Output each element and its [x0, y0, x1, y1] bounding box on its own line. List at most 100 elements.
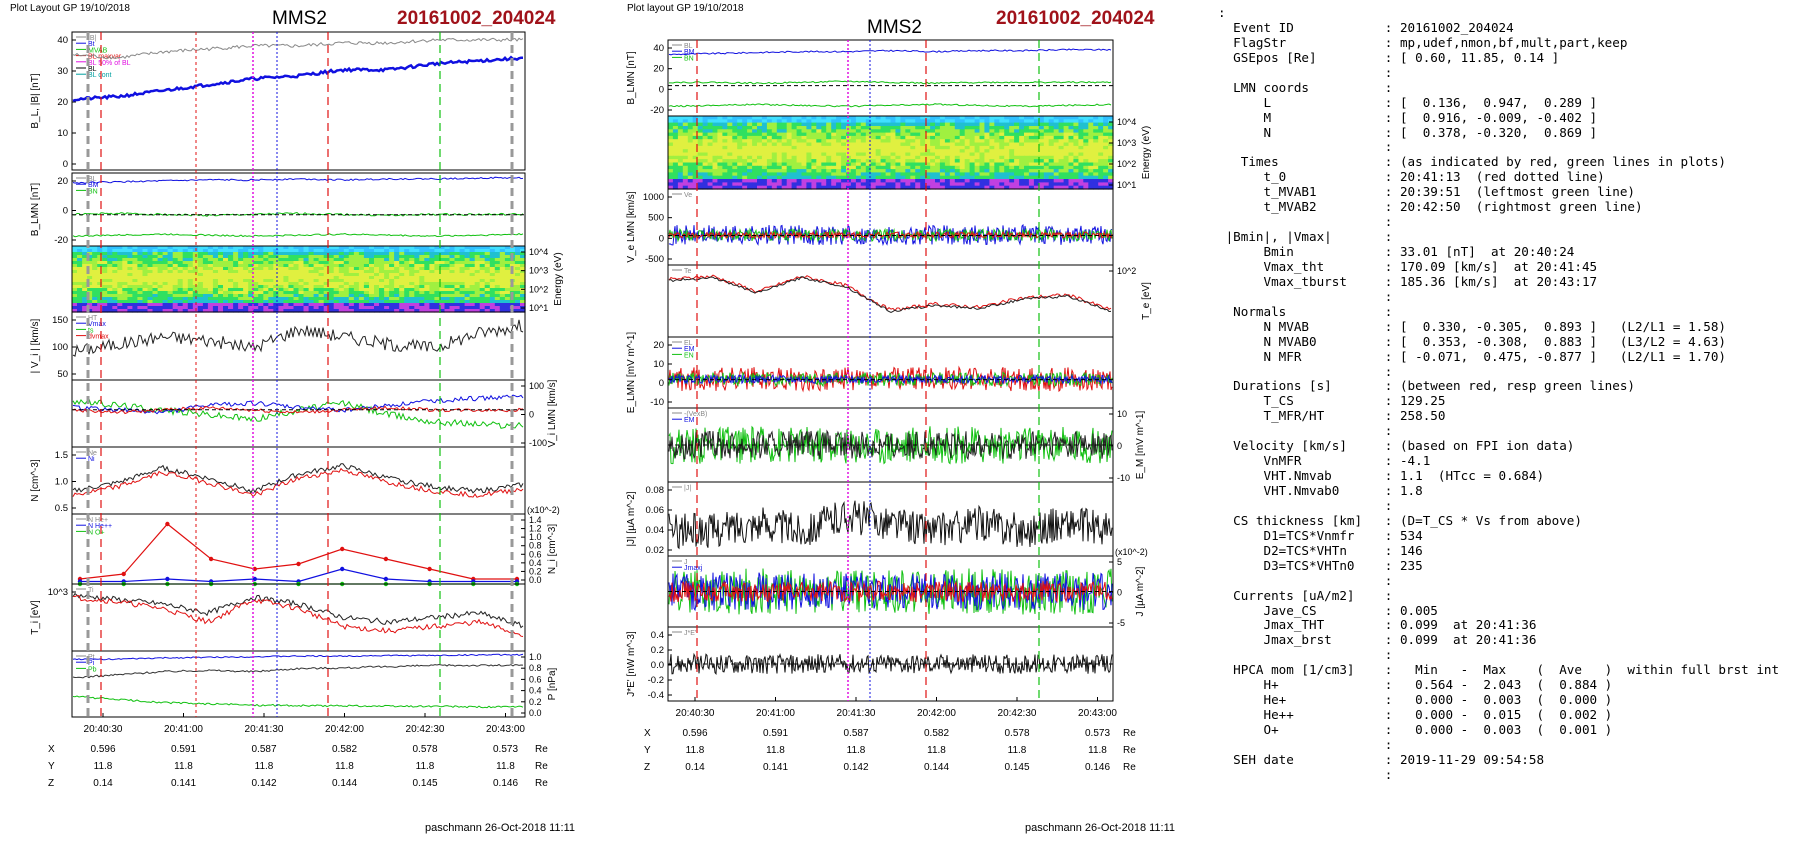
position-value: 0.14 — [93, 778, 113, 789]
spectrogram-cell — [494, 294, 501, 298]
spectrogram-cell — [112, 279, 118, 283]
spectrogram-cell — [1103, 139, 1109, 144]
spectrogram-cell — [939, 126, 946, 130]
spectrogram-cell — [273, 300, 279, 304]
spectrogram-cell — [207, 276, 214, 280]
spectrogram-cell — [343, 303, 350, 307]
data-series-line — [72, 211, 524, 217]
spectrogram-cell — [930, 162, 936, 167]
spectrogram-cell — [712, 185, 718, 190]
spectrogram-cell — [806, 175, 812, 180]
spectrogram-cell — [979, 152, 985, 157]
spectrogram-cell — [781, 119, 788, 124]
spectrogram-cell — [358, 306, 365, 310]
spectrogram-cell — [303, 267, 310, 271]
spectrogram-cell — [697, 169, 704, 173]
spectrogram-cell — [841, 135, 847, 140]
spectrogram-cell — [747, 132, 753, 137]
spectrogram-cell — [949, 152, 956, 157]
spectrogram-cell — [243, 270, 249, 274]
y-tick-label: 0.6 — [529, 549, 542, 559]
spectrogram-cell — [207, 258, 214, 262]
spectrogram-cell — [504, 249, 511, 253]
spectrogram-cell — [979, 119, 985, 124]
spectrogram-cell — [358, 288, 365, 292]
data-series-line — [72, 319, 524, 357]
spectrogram-cell — [682, 159, 689, 163]
spectrogram-cell — [1078, 129, 1084, 134]
spectrogram-cell — [182, 261, 189, 265]
spectrogram-cell — [248, 252, 254, 256]
spectrogram-cell — [722, 175, 728, 180]
spectrogram-cell — [394, 288, 400, 292]
spectrogram-cell — [374, 282, 380, 286]
spectrogram-cell — [1028, 152, 1035, 157]
spectrogram-cell — [994, 142, 1000, 147]
spectrogram-cell — [238, 273, 244, 277]
spectrogram-cell — [409, 258, 415, 262]
spectrogram-cell — [994, 132, 1000, 137]
legend-entry: BL cont — [88, 72, 112, 79]
summary-line: M : [ 0.916, -0.009, -0.402 ] — [1263, 109, 1598, 125]
spectrogram-cell — [771, 139, 778, 144]
spectrogram-cell — [860, 159, 867, 163]
spectrogram-cell — [865, 179, 872, 183]
spectrogram-cell — [682, 172, 689, 177]
spectrogram-cell — [855, 165, 862, 170]
spectrogram-cell — [479, 285, 486, 289]
spectrogram-cell — [303, 300, 310, 304]
spectrogram-cell — [293, 267, 300, 271]
spectrogram-cell — [273, 246, 279, 250]
spectrogram-cell — [915, 165, 921, 170]
spectrogram-cell — [308, 255, 315, 259]
spectrogram-cell — [107, 261, 113, 265]
spectrogram-cell — [1083, 149, 1089, 154]
spectrogram-cell — [187, 252, 194, 256]
spectrogram-cell — [429, 264, 435, 268]
spectrogram-cell — [439, 300, 445, 304]
spectrogram-cell — [959, 135, 966, 140]
spectrogram-cell — [855, 159, 862, 163]
spectrogram-cell — [454, 306, 461, 310]
spectrogram-cell — [238, 288, 244, 292]
spectrogram-cell — [218, 279, 224, 283]
spectrogram-cell — [1053, 129, 1060, 134]
spectrogram-cell — [202, 294, 209, 298]
spectrogram-cell — [920, 149, 926, 154]
y-tick-label: 0 — [659, 378, 664, 389]
spectrogram-cell — [737, 139, 743, 144]
position-row-label: Y — [48, 761, 55, 772]
spectrogram-cell — [870, 129, 877, 134]
spectrogram-cell — [900, 139, 906, 144]
spectrogram-cell — [1048, 126, 1055, 130]
spectrogram-cell — [910, 175, 916, 180]
spectrogram-cell — [348, 261, 355, 265]
spectrogram-cell — [722, 169, 728, 173]
spectrogram-cell — [672, 185, 679, 190]
y-tick-label: 20 — [653, 340, 664, 351]
spectrogram-cell — [489, 300, 496, 304]
spectrogram-cell — [389, 249, 395, 253]
spectrogram-cell — [323, 303, 330, 307]
spectrogram-cell — [959, 119, 966, 124]
spectrogram-cell — [273, 282, 279, 286]
spectrogram-cell — [238, 309, 244, 313]
spectrogram-cell — [885, 185, 892, 190]
spectrogram-cell — [905, 145, 911, 150]
position-unit: Re — [535, 778, 548, 789]
spectrogram-cell — [742, 172, 748, 177]
spectrogram-cell — [677, 132, 684, 137]
spectrogram-cell — [1073, 132, 1079, 137]
spectrogram-cell — [202, 279, 209, 283]
spectrogram-cell — [682, 155, 689, 160]
spectrogram-cell — [318, 249, 325, 253]
spectrogram-cell — [313, 309, 320, 313]
spectrogram-cell — [875, 182, 882, 187]
spectrogram-cell — [132, 309, 138, 313]
spectrogram-cell — [702, 132, 709, 137]
summary-line: Times : (as indicated by red, green line… — [1240, 154, 1726, 170]
spectrogram-cell — [207, 306, 214, 310]
spectrogram-cell — [737, 119, 743, 124]
spectrogram-cell — [157, 306, 164, 310]
spectrogram-cell — [363, 267, 370, 271]
